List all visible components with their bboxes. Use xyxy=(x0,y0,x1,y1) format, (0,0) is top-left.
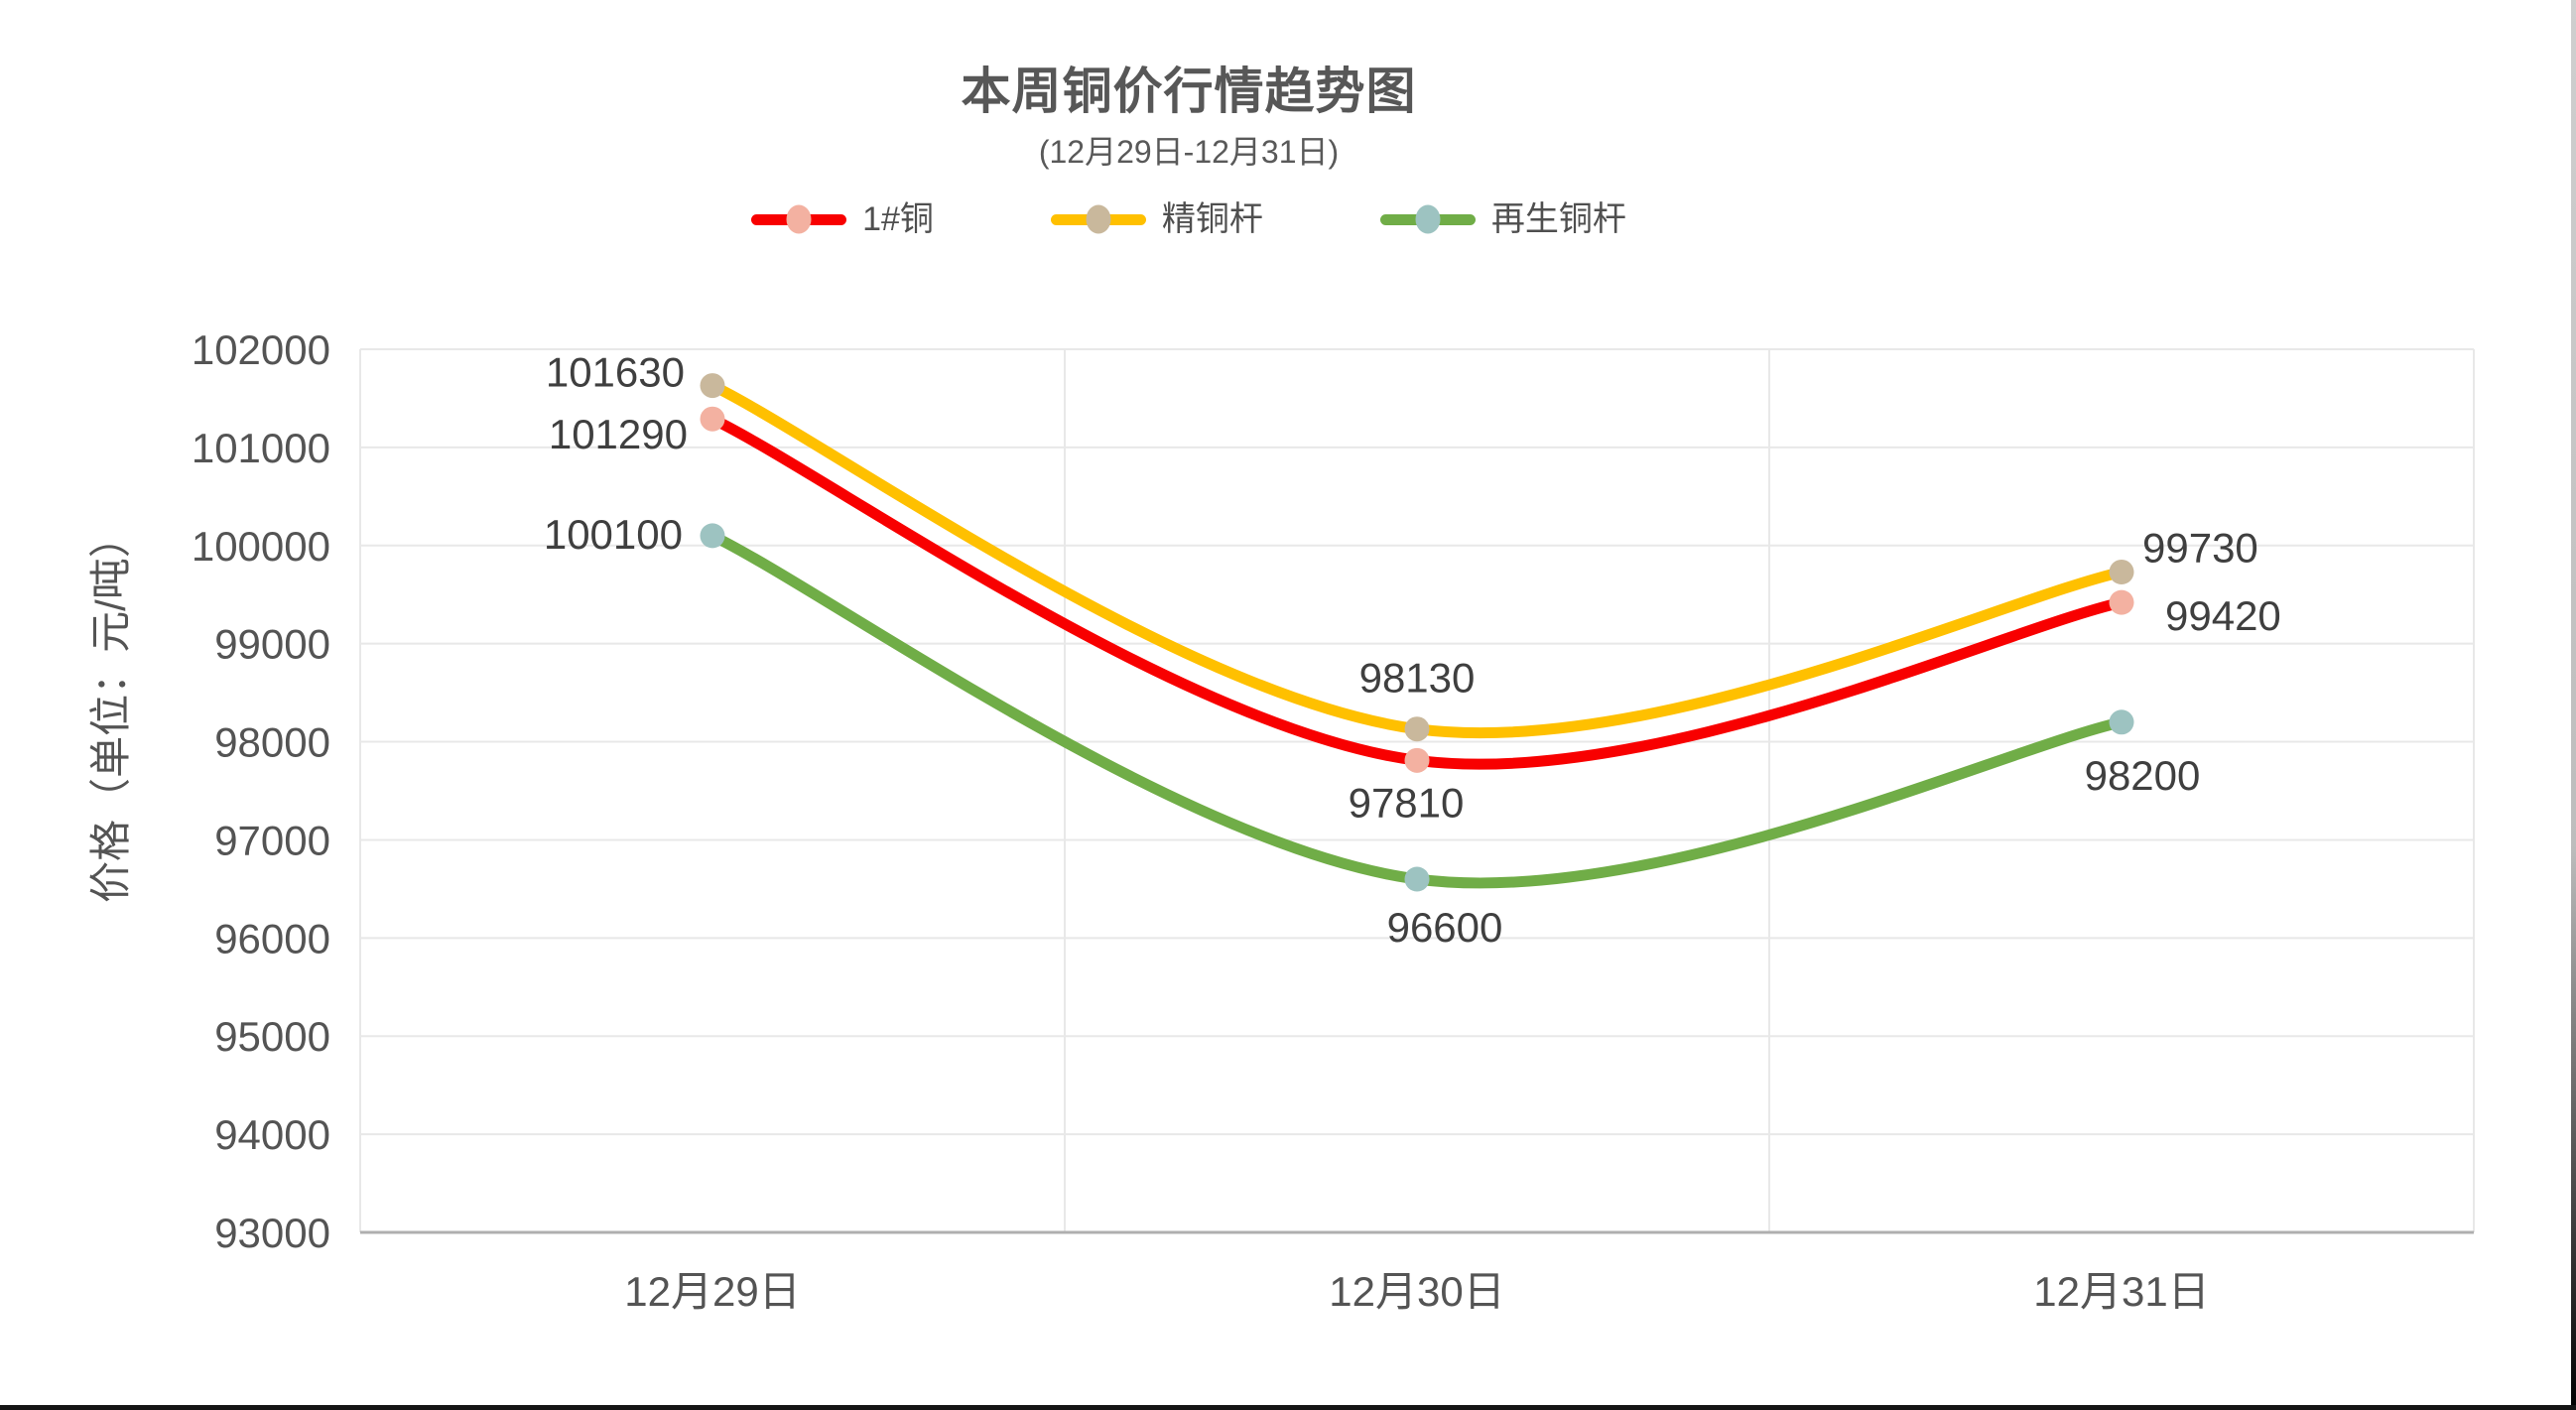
legend-item-series-2: 再生铜杆 xyxy=(1379,200,1626,238)
y-tick-94000: 94000 xyxy=(214,1111,330,1158)
y-tick-95000: 95000 xyxy=(214,1013,330,1060)
legend-line-swatch xyxy=(1379,204,1476,234)
data-point-marker-s0-p0 xyxy=(700,406,725,432)
y-tick-100000: 100000 xyxy=(192,523,330,570)
legend-label: 精铜杆 xyxy=(1161,200,1263,238)
legend-line-swatch xyxy=(1050,204,1146,234)
legend: 1#铜 精铜杆 再生铜杆 xyxy=(0,202,2378,236)
x-tick-2: 12月31日 xyxy=(2033,1268,2209,1315)
data-label-s0-p2: 99420 xyxy=(2165,592,2281,639)
chart-subtitle: (12月29日-12月31日) xyxy=(1038,134,1340,170)
y-tick-102000: 102000 xyxy=(192,326,330,373)
data-label-s1-p1: 98130 xyxy=(1359,655,1476,702)
x-tick-0: 12月29日 xyxy=(624,1268,800,1315)
data-point-marker-s2-p1 xyxy=(1404,866,1430,892)
y-tick-98000: 98000 xyxy=(214,719,330,766)
y-axis-title: 价格（单位：元/吨） xyxy=(87,516,134,903)
data-point-marker-s1-p0 xyxy=(700,373,725,399)
data-label-s2-p0: 100100 xyxy=(544,511,683,558)
data-point-marker-s1-p1 xyxy=(1404,716,1430,742)
legend-label: 1#铜 xyxy=(862,200,934,238)
data-label-s0-p0: 101290 xyxy=(549,411,688,457)
legend-item-series-0: 1#铜 xyxy=(751,202,934,236)
data-point-marker-s2-p0 xyxy=(700,523,725,549)
window-edge-right xyxy=(2571,0,2576,1410)
data-label-s1-p2: 99730 xyxy=(2142,524,2258,571)
series-line-0 xyxy=(707,413,2127,770)
window-edge-bottom xyxy=(0,1405,2576,1410)
legend-marker-dot xyxy=(1415,204,1441,234)
data-label-s2-p1: 96600 xyxy=(1387,904,1503,951)
legend-marker-dot xyxy=(786,204,812,234)
data-label-s1-p0: 101630 xyxy=(546,349,685,396)
data-point-marker-s0-p1 xyxy=(1404,747,1430,773)
y-tick-96000: 96000 xyxy=(214,915,330,961)
data-label-s2-p2: 98200 xyxy=(2085,752,2201,799)
data-point-marker-s1-p2 xyxy=(2109,559,2134,584)
data-point-marker-s2-p2 xyxy=(2109,709,2134,735)
y-tick-97000: 97000 xyxy=(214,817,330,863)
legend-marker-dot xyxy=(1086,204,1111,234)
legend-item-series-1: 精铜杆 xyxy=(1050,200,1263,238)
chart-title: 本周铜价行情趋势图 xyxy=(961,64,1417,119)
legend-line-swatch xyxy=(751,204,847,234)
legend-label: 再生铜杆 xyxy=(1490,200,1626,238)
y-tick-101000: 101000 xyxy=(192,425,330,471)
y-tick-99000: 99000 xyxy=(214,621,330,668)
data-point-marker-s0-p2 xyxy=(2109,589,2134,615)
y-tick-93000: 93000 xyxy=(214,1210,330,1256)
x-tick-1: 12月30日 xyxy=(1329,1268,1504,1315)
series-line-2 xyxy=(707,530,2127,889)
data-label-s0-p1: 97810 xyxy=(1349,779,1465,826)
